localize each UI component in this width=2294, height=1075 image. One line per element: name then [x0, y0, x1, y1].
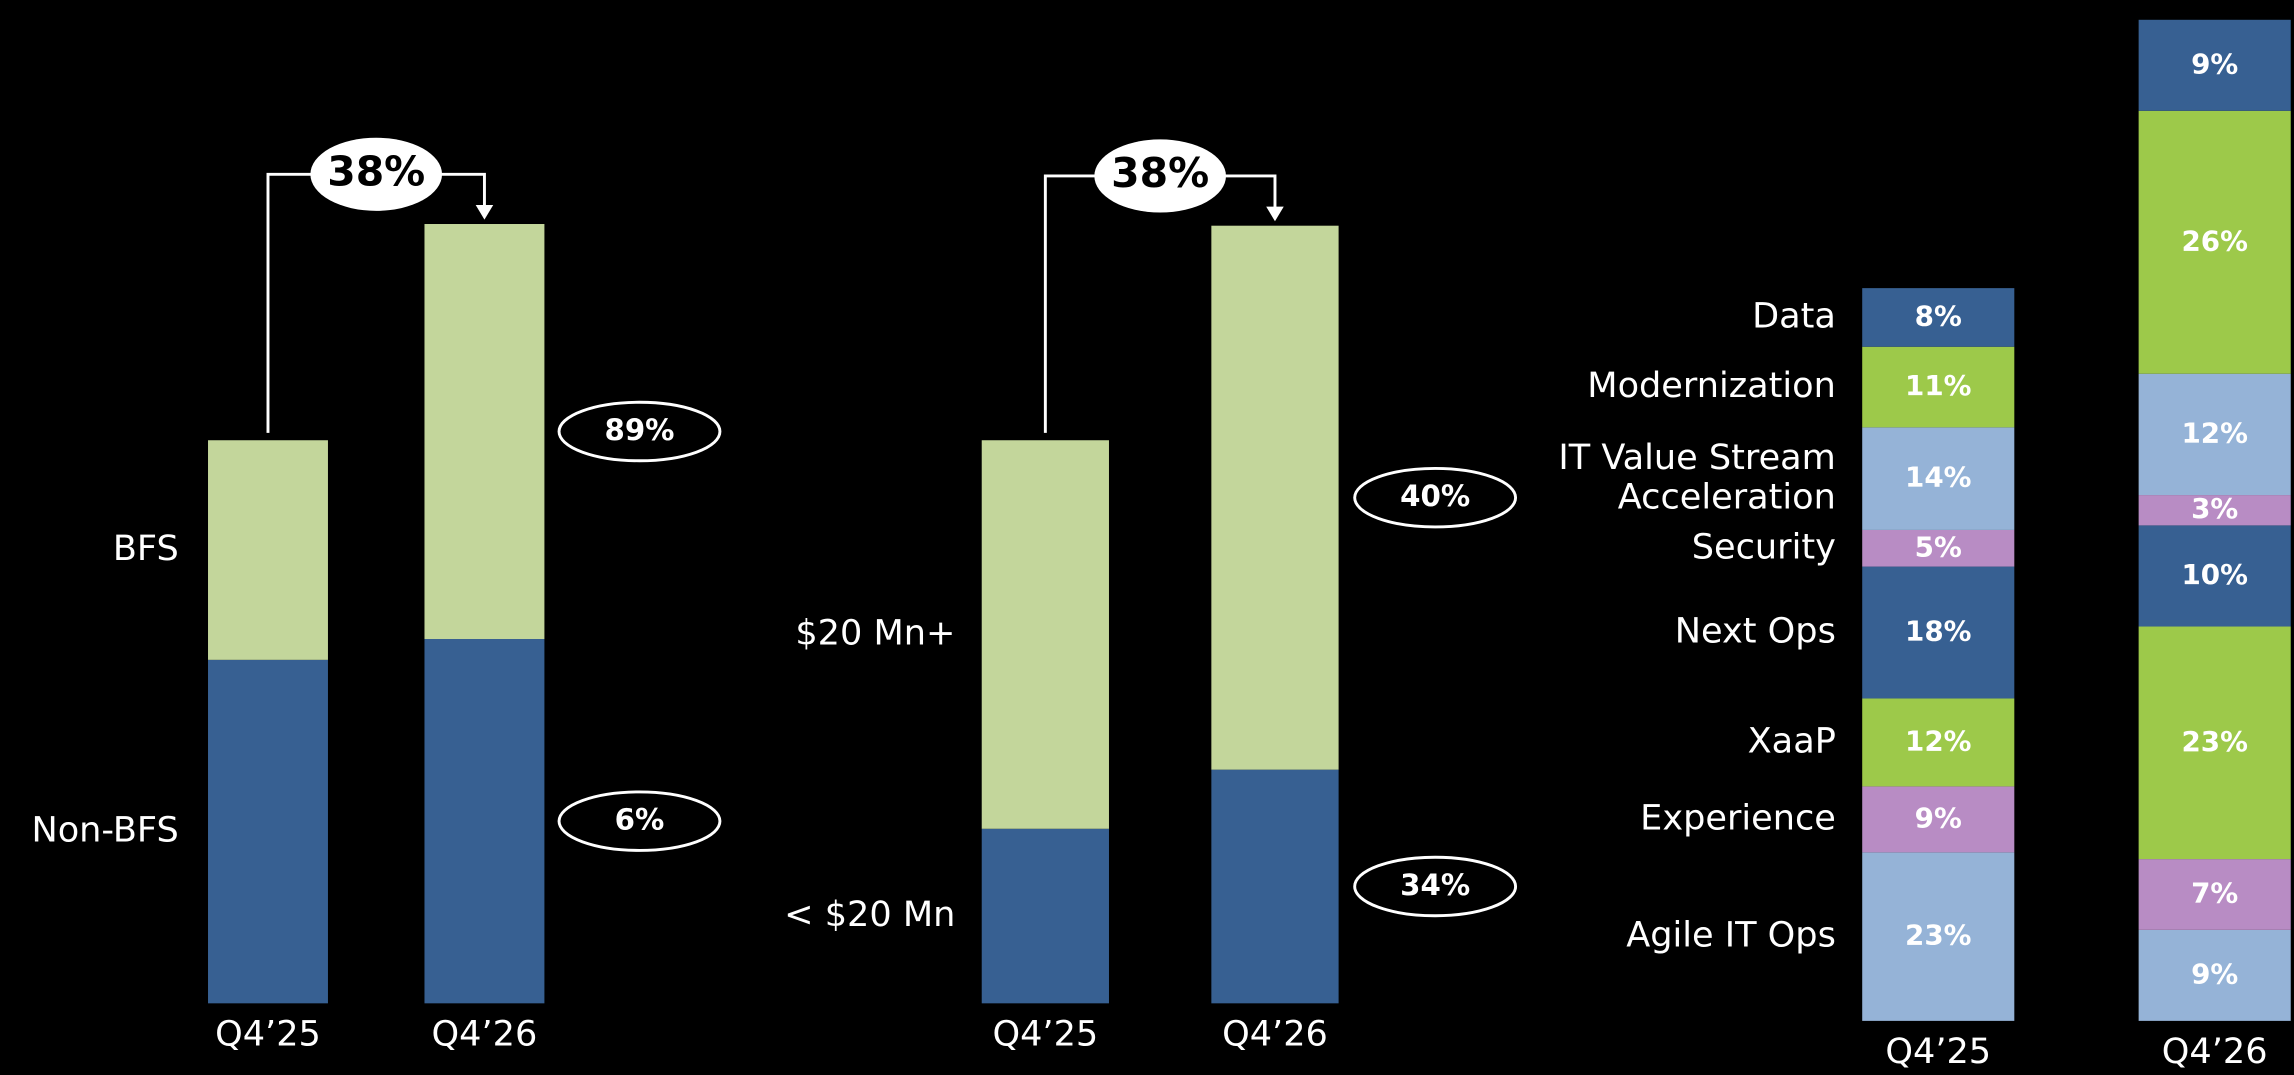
bar-segment: [1862, 698, 2015, 787]
x-tick-label: Q4’26: [432, 1014, 538, 1055]
bar-segment: [1862, 427, 2015, 530]
legend-label: Experience: [1640, 797, 1836, 838]
growth-badge: [557, 400, 722, 463]
value-label: 12%: [2181, 416, 2247, 449]
legend-label: Agile IT Ops: [1626, 915, 1836, 956]
bar-segment: [2138, 19, 2291, 111]
value-label: 9%: [2191, 957, 2238, 990]
bar-segment: [424, 639, 545, 1004]
bar-segment: [1862, 786, 2015, 853]
x-tick-label: Q4’25: [992, 1014, 1098, 1055]
legend-label: Modernization: [1587, 365, 1836, 406]
x-tick-label: Q4’25: [1885, 1031, 1991, 1072]
legend-label: XaaP: [1748, 720, 1836, 761]
bar-segment: [2138, 110, 2291, 374]
growth-oval: [1094, 139, 1226, 213]
x-tick-label: Q4’26: [2162, 1031, 2268, 1072]
bar-segment: [2138, 929, 2291, 1021]
bar-segment: [208, 440, 328, 660]
value-label: 5%: [1915, 530, 1962, 563]
bar-segment: [2138, 859, 2291, 930]
value-label: 12%: [1905, 724, 1971, 757]
bar-segment: [981, 828, 1109, 1004]
segment-growth: 40%: [1400, 479, 1470, 513]
bar-segment: [1862, 566, 2015, 699]
value-label: 8%: [1915, 299, 1962, 332]
total-growth: 38%: [1111, 149, 1209, 197]
value-label: 11%: [1905, 369, 1971, 402]
bar-segment: [208, 659, 328, 1004]
value-label: 23%: [2181, 725, 2247, 758]
value-label: 10%: [2181, 558, 2247, 591]
value-label: 26%: [2181, 224, 2247, 257]
total-growth: 38%: [327, 147, 425, 195]
growth-badge: [1353, 466, 1518, 529]
bar-segment: [981, 440, 1109, 829]
segment-label: $20 Mn+: [795, 613, 955, 654]
x-tick-label: Q4’25: [215, 1014, 321, 1055]
segment-label: Non-BFS: [31, 810, 178, 851]
growth-badge: [557, 790, 722, 852]
value-label: 7%: [2191, 876, 2238, 909]
bar-segment: [2138, 495, 2291, 526]
legend-label: Security: [1692, 526, 1836, 567]
growth-oval: [310, 137, 443, 211]
bar-segment: [2138, 373, 2291, 496]
legend-label: IT Value Stream Acceleration: [1558, 437, 1835, 517]
bar-segment: [1211, 769, 1339, 1004]
segment-growth: 6%: [615, 803, 665, 837]
segment-growth: 34%: [1400, 868, 1470, 902]
value-label: 18%: [1905, 615, 1971, 648]
bar-segment: [1211, 225, 1339, 770]
arrow-head: [1266, 206, 1284, 222]
value-label: 9%: [2191, 47, 2238, 80]
bar-segment: [2138, 525, 2291, 627]
x-tick-label: Q4’26: [1222, 1014, 1328, 1055]
arrow-head: [475, 204, 494, 220]
value-label: 23%: [1905, 919, 1971, 952]
value-label: 9%: [1915, 801, 1962, 834]
growth-badge: [1353, 855, 1518, 918]
segment-label: < $20 Mn: [784, 894, 955, 935]
bar-segment: [1862, 346, 2015, 428]
bar-segment: [1862, 852, 2015, 1021]
bar-segment: [2138, 626, 2291, 860]
value-label: 3%: [2191, 492, 2238, 525]
bar-segment: [1862, 288, 2015, 347]
bar-segment: [1862, 529, 2015, 567]
value-label: 14%: [1905, 461, 1971, 494]
segment-growth: 89%: [604, 413, 674, 447]
bar-segment: [424, 224, 545, 640]
legend-label: Next Ops: [1675, 611, 1836, 652]
legend-label: Data: [1752, 295, 1836, 336]
segment-label: BFS: [113, 528, 179, 569]
